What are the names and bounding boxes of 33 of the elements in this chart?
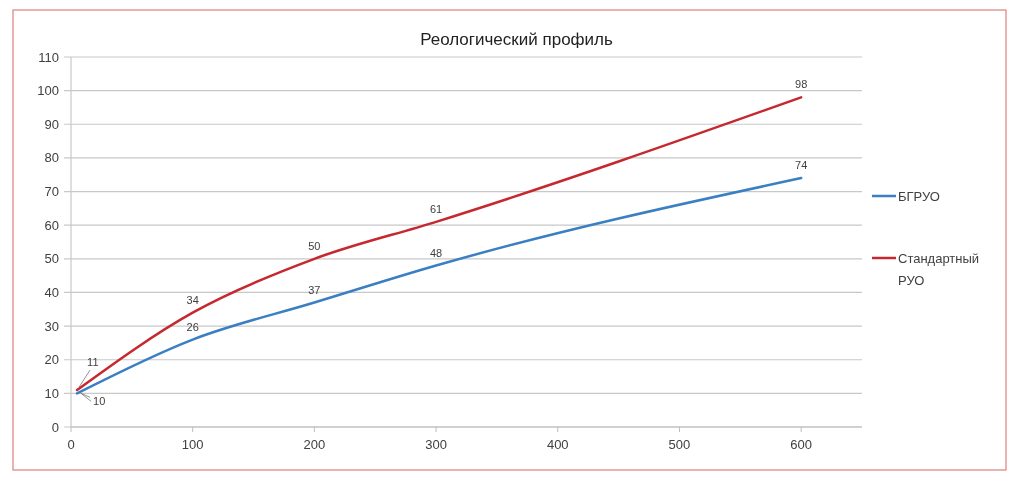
data-label: 61 [429, 202, 443, 215]
data-label: 50 [308, 239, 321, 252]
x-tick-label: 200 [303, 437, 326, 452]
y-tick-label: 110 [38, 49, 59, 65]
y-tick-label: 20 [44, 352, 59, 368]
y-tick-label: 30 [44, 318, 59, 334]
data-label: 37 [308, 283, 321, 296]
chart-title: Реологический профиль [420, 30, 613, 49]
legend-label: Стандартный РУО [898, 251, 980, 288]
x-tick-label: 600 [790, 437, 813, 452]
y-tick-label: 80 [44, 150, 59, 166]
y-tick-label: 100 [37, 83, 59, 99]
data-label: 48 [429, 246, 443, 259]
x-tick-label: 500 [668, 437, 691, 452]
line-series [75, 176, 803, 395]
data-label: 26 [186, 320, 199, 333]
y-tick-label: 70 [44, 184, 59, 200]
data-label: 34 [186, 293, 199, 306]
y-tick-label: 10 [44, 385, 59, 401]
x-tick-label: 300 [425, 437, 447, 452]
y-tick-label: 40 [44, 284, 59, 300]
y-tick-label: 90 [44, 116, 59, 132]
data-label: 98 [795, 78, 808, 91]
y-tick-label: 50 [44, 251, 59, 267]
legend-label: БГРУО [898, 189, 940, 204]
y-tick-label: 0 [51, 419, 59, 435]
data-label: 11 [87, 356, 99, 368]
x-tick-label: 0 [67, 437, 75, 452]
x-tick-label: 400 [546, 437, 569, 452]
data-label: 10 [93, 395, 106, 408]
data-label: 74 [795, 159, 808, 172]
y-tick-label: 60 [44, 217, 59, 233]
x-tick-label: 100 [181, 437, 204, 452]
